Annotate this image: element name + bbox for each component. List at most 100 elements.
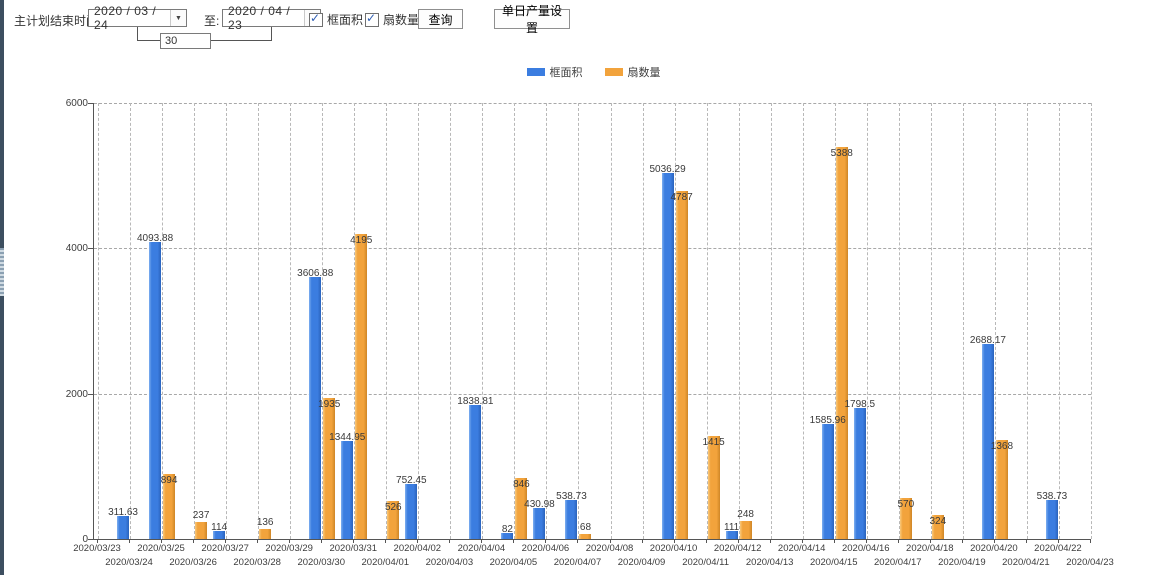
bar-frame-area[interactable] <box>501 533 514 539</box>
v-gridline <box>98 103 99 539</box>
bar-frame-area[interactable] <box>533 507 546 539</box>
x-axis-tick <box>929 539 931 543</box>
end-date-picker[interactable]: 2020 / 04 / 23 ▼ <box>222 4 321 32</box>
interval-days-input[interactable]: 30 <box>160 33 211 49</box>
bar-value-label: 68 <box>579 522 592 534</box>
bar-frame-area[interactable] <box>821 423 834 539</box>
x-axis-tick <box>833 539 835 543</box>
bar-fan-count[interactable] <box>323 398 336 539</box>
bar-frame-area[interactable] <box>149 241 162 539</box>
bar-fan-count[interactable] <box>739 520 752 539</box>
bar-fan-count[interactable] <box>259 529 272 539</box>
bar-fan-count[interactable] <box>899 497 912 539</box>
y-axis-tick <box>88 103 93 104</box>
v-gridline <box>226 103 228 539</box>
bar-fan-count[interactable] <box>995 439 1008 539</box>
x-axis-label: 2020/04/01 <box>361 557 410 568</box>
x-axis-label: 2020/04/07 <box>553 557 602 568</box>
x-axis-tick <box>1090 539 1091 543</box>
x-axis-label: 2020/04/04 <box>457 543 506 554</box>
splitter-grip[interactable] <box>0 248 4 296</box>
x-axis-tick <box>257 539 259 543</box>
bar-frame-area[interactable] <box>309 276 322 539</box>
x-axis-label: 2020/03/27 <box>201 543 249 554</box>
bar-fan-count[interactable] <box>707 436 720 539</box>
bar-frame-area[interactable] <box>117 516 130 539</box>
fan-count-checkbox[interactable] <box>365 11 379 27</box>
bar-value-label: 846 <box>513 478 530 490</box>
bar-value-label: 1415 <box>702 437 725 449</box>
bar-fan-count[interactable] <box>195 521 208 539</box>
v-gridline <box>738 103 740 539</box>
x-axis-tick <box>1057 539 1059 543</box>
x-axis-tick <box>897 539 899 543</box>
x-axis-label: 2020/04/14 <box>777 543 826 554</box>
legend-item-frame-area[interactable]: 框面积 <box>526 64 583 80</box>
x-axis-label: 2020/03/28 <box>233 557 281 568</box>
v-gridline <box>994 103 996 539</box>
chevron-down-icon[interactable]: ▼ <box>170 10 186 26</box>
v-gridline <box>674 103 676 539</box>
x-axis-tick <box>193 539 195 543</box>
bar-frame-area[interactable] <box>405 484 418 539</box>
x-axis-label: 2020/04/03 <box>425 557 474 568</box>
bar-value-label: 82 <box>501 524 513 536</box>
y-axis-label: 6000 <box>65 98 88 109</box>
x-axis-label: 2020/03/29 <box>265 543 313 554</box>
x-axis-label: 2020/03/31 <box>329 543 378 554</box>
x-axis-label: 2020/04/17 <box>874 557 922 568</box>
start-date-picker[interactable]: 2020 / 03 / 24 ▼ <box>88 4 187 32</box>
bar-value-label: 4195 <box>350 235 373 247</box>
v-gridline <box>770 103 772 539</box>
bar-frame-area[interactable] <box>213 530 226 539</box>
date-range-connector-left <box>137 27 162 41</box>
x-axis-label: 2020/04/19 <box>938 557 986 568</box>
legend-item-fan-count[interactable]: 扇数量 <box>604 64 661 80</box>
bar-value-label: 324 <box>929 516 947 528</box>
x-axis-label: 2020/04/10 <box>649 543 698 554</box>
bar-fan-count[interactable] <box>387 500 400 539</box>
y-axis-label: 2000 <box>65 388 88 400</box>
y-axis-label: 4000 <box>65 243 88 255</box>
bar-fan-count[interactable] <box>515 477 528 539</box>
bar-frame-area[interactable] <box>981 343 994 539</box>
y-axis-tick <box>88 248 93 250</box>
v-gridline <box>450 103 452 539</box>
bar-frame-area[interactable] <box>725 530 738 539</box>
bar-value-label: 248 <box>737 508 754 520</box>
v-gridline <box>898 103 900 539</box>
bar-fan-count[interactable] <box>163 474 176 539</box>
query-button[interactable]: 查询 <box>418 9 463 29</box>
x-axis-label: 2020/03/25 <box>137 543 185 554</box>
v-gridline <box>162 103 164 539</box>
x-axis-tick <box>577 539 579 543</box>
bar-value-label: 1838.81 <box>457 396 494 408</box>
bar-frame-area[interactable] <box>341 441 354 539</box>
end-date-value: 2020 / 04 / 23 <box>228 4 291 32</box>
bar-fan-count[interactable] <box>579 534 592 539</box>
bar-frame-area[interactable] <box>661 173 674 539</box>
bar-value-label: 4093.88 <box>136 232 174 244</box>
legend-label-frame-area: 框面积 <box>549 67 583 79</box>
x-axis-label: 2020/03/26 <box>169 557 217 568</box>
bar-fan-count[interactable] <box>931 515 944 539</box>
frame-area-checkbox[interactable] <box>309 11 323 27</box>
v-gridline <box>834 103 836 539</box>
bar-frame-area[interactable] <box>853 408 866 539</box>
x-axis-tick <box>993 539 995 543</box>
v-gridline <box>578 103 580 539</box>
bar-frame-area[interactable] <box>565 499 578 539</box>
bar-value-label: 111 <box>724 521 740 533</box>
bar-value-label: 1344.95 <box>329 432 366 444</box>
bar-value-label: 1798.5 <box>844 399 876 411</box>
bar-fan-count[interactable] <box>675 191 688 539</box>
bar-fan-count[interactable] <box>355 234 368 539</box>
daily-output-settings-button[interactable]: 单日产量设置 <box>494 4 570 35</box>
bar-fan-count[interactable] <box>835 147 848 539</box>
x-axis-tick <box>673 539 675 543</box>
bar-frame-area[interactable] <box>1045 499 1058 539</box>
x-axis-tick <box>513 539 515 543</box>
to-label: 至: <box>204 14 220 28</box>
bar-frame-area[interactable] <box>469 405 482 539</box>
